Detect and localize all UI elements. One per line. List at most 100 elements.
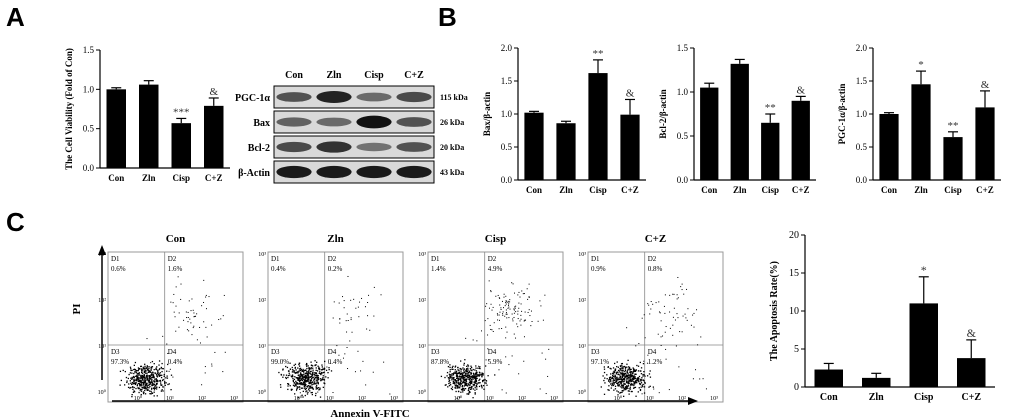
event-dot	[475, 378, 477, 380]
event-dot	[149, 393, 151, 395]
event-dot	[135, 382, 137, 384]
event-dot	[154, 372, 156, 374]
event-dot	[617, 369, 620, 372]
event-dot	[620, 380, 623, 383]
event-dot	[485, 359, 487, 361]
event-dot	[518, 291, 520, 293]
event-dot	[133, 382, 135, 384]
event-dot	[130, 377, 132, 379]
event-dot	[474, 373, 477, 375]
event-dot	[463, 369, 465, 371]
event-dot	[627, 366, 630, 368]
event-dot	[130, 382, 132, 384]
event-dot	[620, 369, 622, 371]
bar	[761, 122, 780, 180]
event-dot	[301, 369, 303, 372]
flow-plot-frame	[587, 251, 724, 403]
event-dot	[466, 373, 468, 375]
event-dot	[296, 388, 298, 390]
event-dot	[635, 345, 637, 347]
event-dot	[318, 368, 320, 370]
event-dot	[306, 377, 308, 379]
event-dot	[369, 329, 371, 331]
event-dot	[304, 394, 306, 397]
event-dot	[199, 326, 201, 328]
event-dot	[162, 378, 164, 381]
event-dot	[643, 370, 645, 373]
event-dot	[147, 389, 150, 391]
event-dot	[658, 392, 660, 394]
significance-mark: &	[796, 84, 805, 96]
event-dot	[530, 325, 532, 327]
event-dot	[317, 391, 319, 393]
event-dot	[365, 384, 367, 386]
event-dot	[639, 388, 642, 391]
event-dot	[133, 379, 135, 381]
event-dot	[283, 374, 285, 376]
event-dot	[322, 377, 324, 379]
event-dot	[642, 363, 645, 365]
event-dot	[456, 387, 458, 389]
event-dot	[159, 374, 161, 377]
event-dot	[638, 381, 640, 383]
event-dot	[613, 371, 616, 374]
event-dot	[173, 311, 175, 313]
event-dot	[298, 363, 300, 366]
event-dot	[351, 331, 353, 333]
event-dot	[495, 295, 497, 297]
event-dot	[294, 382, 296, 384]
event-dot	[473, 383, 475, 385]
event-dot	[512, 283, 514, 285]
event-dot	[470, 376, 472, 378]
event-dot	[664, 312, 666, 314]
event-dot	[622, 390, 624, 392]
event-dot	[148, 377, 150, 380]
event-dot	[445, 384, 447, 386]
event-dot	[652, 303, 654, 305]
event-dot	[625, 380, 628, 382]
event-dot	[675, 345, 677, 347]
event-dot	[347, 368, 349, 370]
event-dot	[468, 378, 470, 380]
event-dot	[672, 324, 674, 326]
event-dot	[615, 373, 618, 375]
event-dot	[149, 383, 152, 385]
event-dot	[157, 370, 159, 372]
event-dot	[458, 396, 461, 398]
event-dot	[485, 380, 488, 382]
event-dot	[634, 377, 637, 380]
event-dot	[547, 375, 549, 377]
event-dot	[150, 369, 152, 371]
event-dot	[659, 312, 661, 314]
event-dot	[476, 375, 478, 377]
event-dot	[607, 380, 610, 382]
event-dot	[136, 376, 139, 378]
event-dot	[317, 382, 319, 384]
event-dot	[328, 367, 330, 369]
event-dot	[468, 390, 471, 393]
event-dot	[148, 374, 150, 377]
quadrant-label: D1	[591, 255, 600, 263]
event-dot	[315, 372, 318, 375]
event-dot	[463, 371, 465, 373]
event-dot	[175, 305, 177, 307]
event-dot	[313, 382, 315, 384]
event-dot	[314, 376, 317, 379]
event-dot	[372, 371, 374, 373]
event-dot	[296, 382, 299, 385]
event-dot	[321, 366, 323, 368]
event-dot	[501, 327, 503, 329]
event-dot	[545, 358, 547, 360]
event-dot	[506, 331, 508, 333]
y-tick-label: 10³	[578, 252, 586, 258]
event-dot	[140, 385, 142, 387]
event-dot	[203, 321, 205, 323]
event-dot	[525, 319, 527, 321]
event-dot	[454, 366, 456, 368]
event-dot	[629, 386, 631, 388]
event-dot	[500, 307, 502, 309]
event-dot	[485, 305, 487, 307]
event-dot	[467, 365, 470, 367]
event-dot	[291, 366, 293, 369]
event-dot	[466, 393, 468, 395]
